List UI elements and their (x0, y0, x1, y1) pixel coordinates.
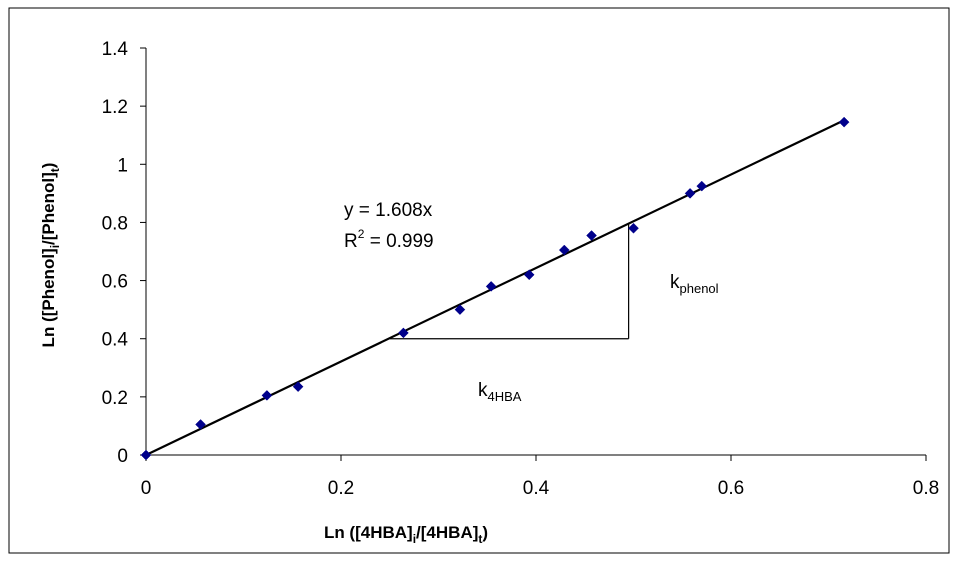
data-point (485, 281, 497, 292)
y-tick-label: 0.6 (102, 272, 128, 293)
data-point (696, 180, 708, 192)
data-point (684, 188, 696, 199)
y-tick-label: 0.8 (102, 213, 128, 234)
x-tick-label: 0.6 (718, 478, 744, 499)
y-tick-label: 1 (117, 155, 128, 176)
data-point (558, 244, 570, 256)
data-point (838, 116, 850, 128)
x-axis-title: Ln ([4HBA]i/[4HBA]t) (324, 523, 488, 546)
x-tick-label: 0.4 (523, 478, 550, 499)
data-point (586, 230, 597, 241)
trendline-equation: y = 1.608x (344, 200, 433, 221)
data-point (454, 304, 466, 315)
x-tick-label: 0.8 (913, 478, 939, 499)
y-tick-label: 0.4 (102, 330, 129, 351)
data-point (523, 269, 535, 281)
y-tick-label: 0 (117, 446, 128, 467)
x-tick-label: 0 (141, 478, 152, 499)
data-point (261, 390, 273, 401)
data-point (292, 381, 304, 393)
y-tick-label: 1.2 (102, 97, 128, 118)
chart-border (8, 7, 950, 554)
plot-area: 0 0.2 0.4 0.6 0.8 1 1.2 1.4 0 0.2 0.4 0.6 0.8 (102, 39, 940, 499)
data-point (398, 327, 409, 339)
r-squared-label: R2 = 0.999 (344, 227, 434, 252)
k-4hba-label: k4HBA (478, 380, 522, 404)
data-point (628, 222, 639, 234)
y-tick-label: 1.4 (102, 39, 129, 60)
y-tick-label: 0.2 (102, 388, 128, 409)
data-point (140, 449, 152, 461)
data-point (195, 419, 206, 430)
x-tick-label: 0.2 (328, 478, 354, 499)
k-phenol-label: kphenol (670, 272, 719, 296)
y-axis-title: Ln ([Phenol]i/[Phenol]t) (39, 163, 62, 348)
